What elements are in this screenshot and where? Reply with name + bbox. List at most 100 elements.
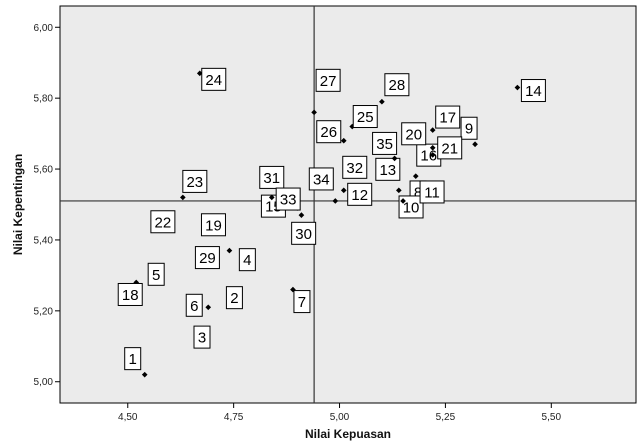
point-label-box xyxy=(375,157,401,181)
point-label-box xyxy=(182,169,208,193)
point-label: 32 xyxy=(346,160,363,177)
point-label-box xyxy=(194,246,220,270)
x-tick-label: 5,25 xyxy=(436,412,456,423)
x-tick-label: 5,00 xyxy=(330,412,350,423)
point-label-box xyxy=(316,120,342,144)
data-point-marker xyxy=(429,127,436,133)
data-point-marker xyxy=(379,98,385,105)
point-label: 2 xyxy=(230,290,238,307)
point-label: 9 xyxy=(465,121,473,138)
x-tick-label: 5,50 xyxy=(542,412,562,423)
point-label-box xyxy=(384,73,410,97)
data-point-marker xyxy=(395,187,402,194)
point-label-box xyxy=(201,67,227,91)
point-label-box xyxy=(259,165,285,189)
point-label: 3 xyxy=(198,330,206,347)
point-label-box xyxy=(293,290,311,314)
point-label-box xyxy=(225,286,243,310)
data-point-marker xyxy=(429,152,436,158)
data-point-marker xyxy=(340,137,347,144)
data-point-marker xyxy=(412,173,419,179)
y-tick-label: 5,20 xyxy=(34,306,54,317)
point-label: 13 xyxy=(379,162,396,179)
y-tick-label: 6,00 xyxy=(34,23,54,34)
data-point-marker xyxy=(514,84,521,91)
data-point-marker xyxy=(141,371,148,378)
axes: 4,50 4,75 5,00 5,25 5,50 5,00 5,20 5,40 5,60 5,80… xyxy=(34,23,562,423)
point-label: 6 xyxy=(190,298,198,315)
point-label: 8 xyxy=(414,184,422,201)
y-tick-label: 5,80 xyxy=(34,94,54,105)
point-label: 14 xyxy=(525,83,542,100)
point-label: 7 xyxy=(298,294,306,311)
point-label-box xyxy=(200,213,226,237)
point-label-box xyxy=(347,182,373,206)
point-label: 1 xyxy=(129,351,137,368)
point-label: 29 xyxy=(199,250,216,267)
point-label-box xyxy=(372,131,398,155)
point-label: 25 xyxy=(357,109,374,126)
point-label: 35 xyxy=(376,136,393,153)
point-label-box xyxy=(291,221,317,245)
point-label-box xyxy=(124,347,142,371)
data-point-marker xyxy=(472,141,478,148)
point-label-box xyxy=(315,68,341,92)
data-point-marker xyxy=(400,198,406,204)
point-label-box xyxy=(185,293,203,317)
point-label: 24 xyxy=(205,72,222,89)
point-label-box xyxy=(275,187,301,211)
y-tick-label: 5,00 xyxy=(34,377,54,388)
data-point-marker xyxy=(311,109,317,116)
data-point-marker xyxy=(429,144,436,151)
point-label: 18 xyxy=(122,287,139,304)
data-point-marker xyxy=(196,70,203,77)
point-label: 21 xyxy=(441,140,458,157)
data-point-marker xyxy=(298,212,305,218)
point-label-box xyxy=(147,262,165,286)
point-label: 23 xyxy=(186,174,203,191)
point-label-box xyxy=(342,155,368,179)
point-label: 19 xyxy=(205,217,222,234)
point-label: 33 xyxy=(280,192,297,209)
point-label: 27 xyxy=(320,73,337,90)
point-label: 5 xyxy=(152,267,160,284)
point-label: 20 xyxy=(405,126,422,143)
data-point-marker xyxy=(179,194,186,201)
point-label-box xyxy=(401,122,427,146)
point-label-box xyxy=(435,105,461,129)
point-label: 31 xyxy=(263,170,280,187)
point-label-box xyxy=(238,248,256,272)
point-label: 11 xyxy=(424,184,440,201)
y-tick-label: 5,40 xyxy=(34,235,54,246)
data-point-marker xyxy=(332,198,339,204)
data-point-marker xyxy=(226,247,233,254)
data-point-marker xyxy=(268,194,275,201)
y-axis-title: Nilai Kepentingan xyxy=(11,154,25,255)
point-label: 28 xyxy=(389,77,406,94)
point-label: 34 xyxy=(313,171,330,188)
point-label-box xyxy=(520,79,546,103)
data-point-marker xyxy=(340,187,347,194)
x-axis-title: Nilai Kepuasan xyxy=(305,427,391,441)
point-label: 16 xyxy=(420,148,437,165)
point-label-box xyxy=(308,167,334,191)
point-label: 12 xyxy=(351,187,368,204)
point-label: 10 xyxy=(403,199,420,216)
point-label-box xyxy=(352,105,378,129)
point-label-box xyxy=(460,116,478,140)
data-point-marker xyxy=(205,304,212,311)
x-tick-label: 4,75 xyxy=(224,412,244,423)
data-point-marker xyxy=(391,155,398,162)
point-label: 4 xyxy=(243,252,251,269)
point-label-box xyxy=(150,210,176,234)
point-label: 30 xyxy=(295,226,312,243)
point-label-box xyxy=(193,325,211,349)
point-label-box xyxy=(117,282,143,306)
point-label: 22 xyxy=(155,214,172,231)
y-tick-label: 5,60 xyxy=(34,165,54,176)
x-tick-label: 4,50 xyxy=(118,412,138,423)
point-label: 17 xyxy=(439,110,456,127)
point-label: 26 xyxy=(320,124,337,141)
